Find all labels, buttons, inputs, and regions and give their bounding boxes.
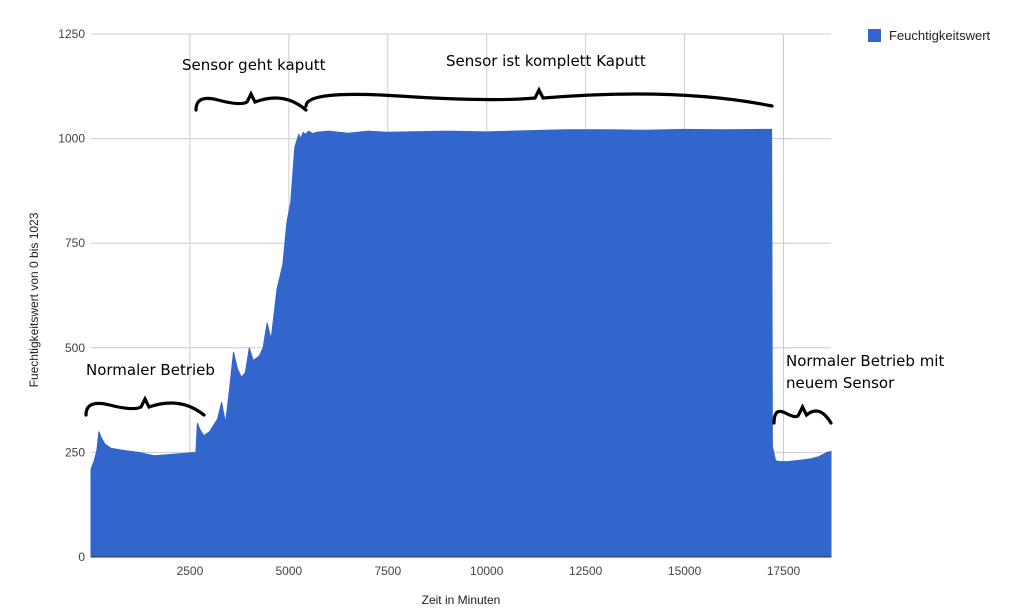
annotation-label-3: Sensor ist komplett Kaputt (446, 52, 646, 70)
annotations: Normaler Betrieb Sensor geht kaputt Sensor… (84, 52, 944, 425)
x-tick-label-5000: 5000 (276, 564, 303, 578)
x-tick-label-15000: 15000 (668, 564, 702, 578)
annotation-label-4-line-2: neuem Sensor (786, 374, 895, 392)
y-tick-label-250: 250 (65, 445, 85, 459)
x-tick-label-12500: 12500 (569, 564, 603, 578)
x-tick-label-2500: 2500 (177, 564, 204, 578)
legend-label: Feuchtigkeitswert (889, 28, 991, 43)
legend-swatch (868, 29, 881, 42)
annotation-brace-4 (772, 403, 833, 425)
y-tick-label-0: 0 (78, 550, 85, 564)
y-tick-label-1250: 1250 (58, 27, 85, 41)
x-tick-label-7500: 7500 (374, 564, 401, 578)
y-tick-label-500: 500 (65, 341, 85, 355)
x-tick-label-17500: 17500 (767, 564, 801, 578)
annotation-brace-2 (194, 90, 308, 112)
annotation-brace-3 (304, 86, 774, 108)
annotation-label-4-line-1: Normaler Betrieb mit (786, 352, 944, 370)
series-area (90, 128, 832, 558)
x-axis-title: Zeit in Minuten (422, 593, 501, 607)
legend[interactable]: Feuchtigkeitswert (868, 28, 991, 43)
annotation-label-1: Normaler Betrieb (86, 361, 215, 379)
y-tick-label-1000: 1000 (58, 132, 85, 146)
x-axis-ticks: 2500 5000 7500 10000 12500 15000 17500 (177, 564, 801, 578)
y-axis-title: Fuechtigkeitswert von 0 bis 1023 (27, 212, 41, 387)
annotation-label-2: Sensor geht kaputt (182, 56, 326, 74)
series-area-feuchtigkeitswert (90, 128, 832, 558)
x-tick-label-10000: 10000 (470, 564, 504, 578)
annotation-brace-1 (84, 395, 206, 417)
y-tick-label-750: 750 (65, 236, 85, 250)
y-axis-ticks: 0 250 500 750 1000 1250 (58, 27, 85, 564)
annotation-label-4: Normaler Betrieb mit neuem Sensor (786, 352, 944, 392)
